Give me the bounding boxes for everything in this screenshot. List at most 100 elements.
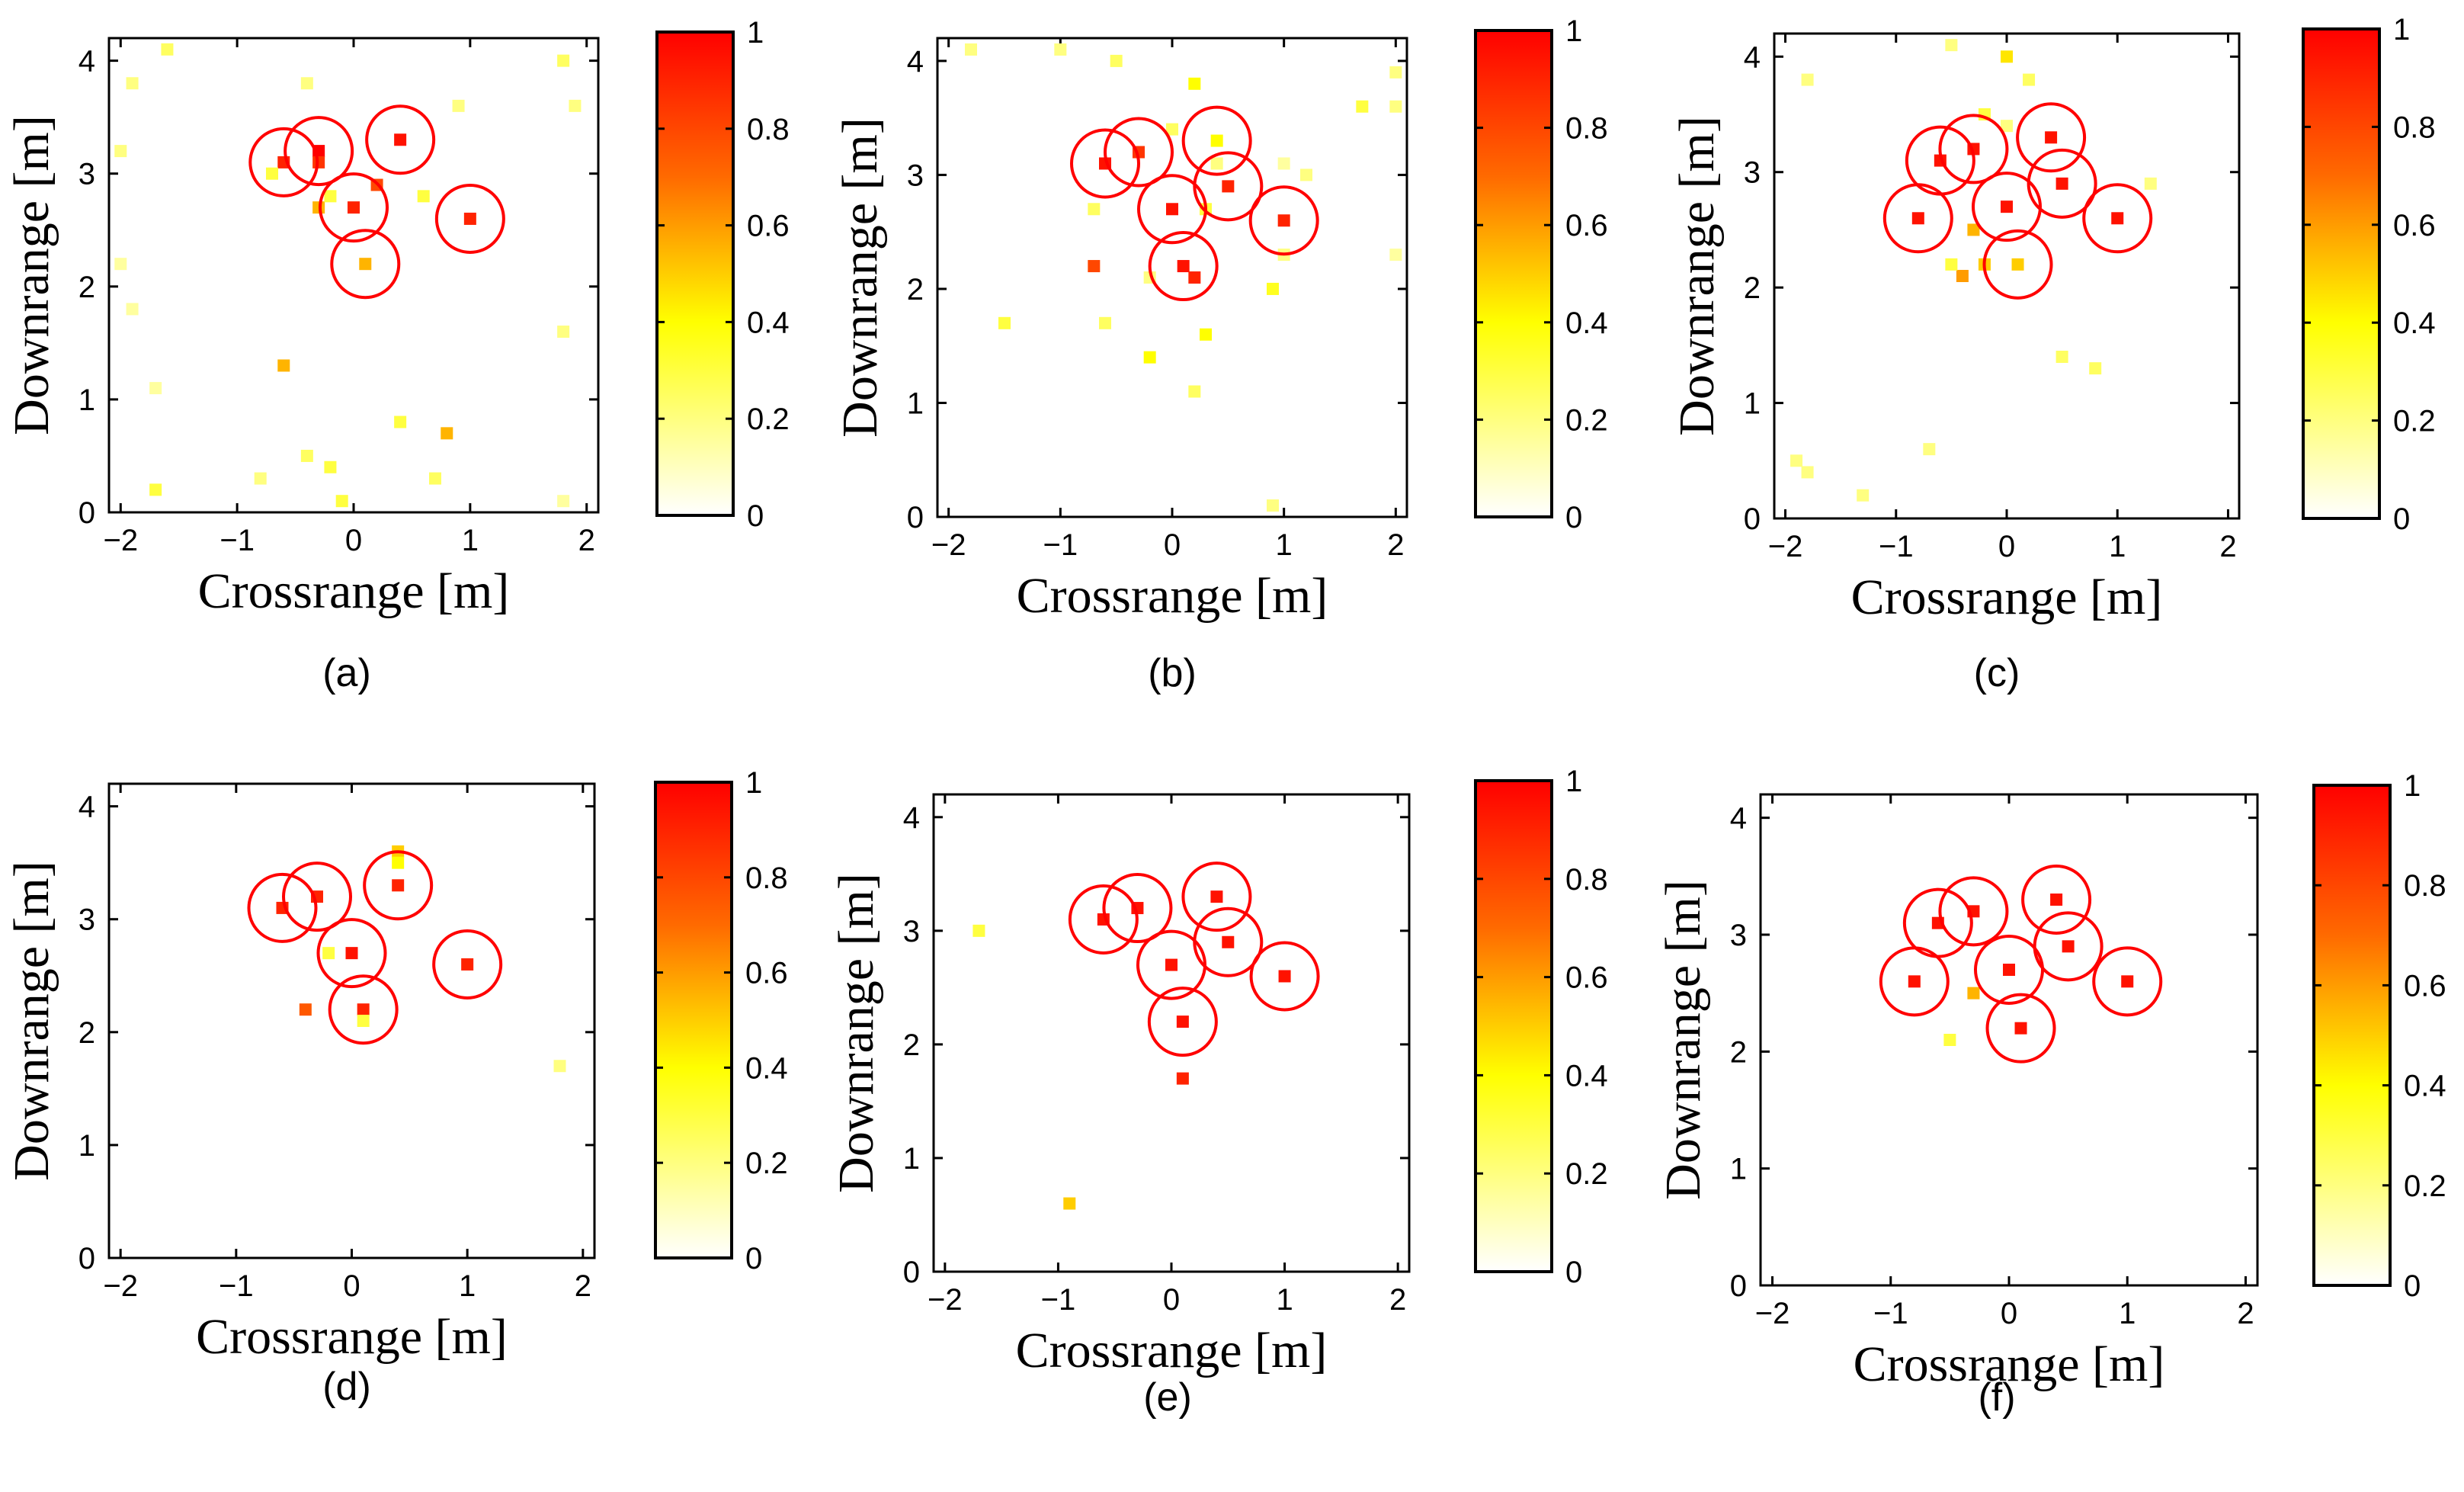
data-point bbox=[1801, 466, 1814, 479]
colorbar-tick-label: 0.4 bbox=[1565, 1059, 1608, 1093]
y-tick-label: 4 bbox=[1744, 40, 1761, 74]
data-point bbox=[1165, 958, 1178, 971]
data-point bbox=[965, 43, 977, 56]
data-point bbox=[1267, 499, 1279, 512]
y-axis-title: Downrange [m] bbox=[4, 115, 59, 435]
data-point bbox=[2001, 201, 2013, 213]
data-point bbox=[114, 258, 127, 271]
data-point bbox=[277, 359, 290, 372]
x-axis-title: Crossrange [m] bbox=[198, 563, 510, 619]
x-axis-title: Crossrange [m] bbox=[1017, 568, 1328, 624]
data-point bbox=[2089, 362, 2102, 375]
colorbar-tick-label: 0.2 bbox=[2393, 405, 2436, 438]
x-tick-label: −2 bbox=[928, 1283, 963, 1317]
data-point bbox=[1054, 43, 1067, 56]
target-circle bbox=[319, 172, 389, 243]
plot-frame bbox=[932, 793, 1411, 1273]
x-tick-label: 1 bbox=[2109, 530, 2126, 563]
data-point bbox=[1222, 935, 1235, 948]
data-point bbox=[553, 1060, 566, 1073]
data-point bbox=[1943, 1034, 1956, 1046]
target-circle bbox=[1181, 862, 1252, 932]
target-circle bbox=[1068, 884, 1139, 955]
target-circle bbox=[2016, 102, 2087, 173]
data-point bbox=[557, 326, 570, 339]
data-point bbox=[429, 472, 441, 485]
x-axis-title: Crossrange [m] bbox=[1851, 570, 2163, 625]
data-point bbox=[149, 483, 162, 496]
data-point bbox=[2023, 73, 2036, 86]
plot-frame bbox=[936, 37, 1408, 518]
colorbar-tick-label: 0.6 bbox=[1565, 961, 1608, 995]
data-point bbox=[359, 258, 372, 271]
data-point bbox=[1945, 258, 1958, 271]
data-point bbox=[2055, 351, 2068, 363]
colorbar-tick-label: 0.6 bbox=[2404, 969, 2446, 1003]
x-tick-label: 1 bbox=[2119, 1297, 2136, 1330]
panel-caption: (a) bbox=[322, 651, 371, 695]
data-point bbox=[1278, 970, 1291, 983]
data-point bbox=[394, 133, 407, 146]
data-point bbox=[1967, 223, 1980, 236]
x-tick-label: 2 bbox=[1389, 1283, 1406, 1317]
x-tick-label: 0 bbox=[1164, 528, 1181, 562]
data-point bbox=[1911, 212, 1924, 225]
target-circle bbox=[1248, 185, 1319, 256]
data-point bbox=[1277, 157, 1290, 170]
data-point bbox=[1956, 270, 1969, 282]
y-tick-label: 0 bbox=[79, 1242, 95, 1275]
data-point bbox=[1166, 203, 1178, 216]
target-circle bbox=[1938, 876, 2009, 947]
plot-frame bbox=[1759, 793, 2259, 1287]
data-point bbox=[114, 145, 127, 158]
y-tick-label: 2 bbox=[79, 271, 95, 304]
colorbar-tick-label: 0.8 bbox=[2404, 869, 2446, 903]
x-tick-label: −1 bbox=[1873, 1297, 1908, 1330]
colorbar-tick-label: 0.2 bbox=[1565, 403, 1608, 437]
target-circle bbox=[1193, 151, 1264, 222]
panel-caption: (f) bbox=[1978, 1375, 2015, 1420]
colorbar-tick-label: 1 bbox=[1565, 765, 1582, 798]
panel-d: −2 −1 0 1 2 0 1 2 3 4 Crossrange [m] Downrange [m] 0… bbox=[4, 766, 788, 1409]
data-point bbox=[569, 99, 582, 112]
data-point bbox=[1177, 260, 1190, 273]
y-tick-label: 1 bbox=[903, 1142, 920, 1176]
y-tick-label: 3 bbox=[1744, 156, 1761, 190]
target-circle bbox=[1249, 941, 1320, 1012]
y-tick-label: 4 bbox=[903, 801, 920, 835]
data-point bbox=[392, 879, 405, 892]
data-point bbox=[2111, 212, 2124, 225]
y-tick-label: 4 bbox=[1730, 802, 1747, 836]
y-tick-label: 1 bbox=[79, 1129, 95, 1163]
data-point bbox=[2144, 177, 2157, 190]
target-circle bbox=[1972, 172, 2042, 242]
data-point bbox=[1356, 100, 1369, 113]
data-point bbox=[1143, 351, 1156, 364]
colorbar bbox=[2303, 29, 2379, 518]
data-point bbox=[463, 212, 476, 225]
y-tick-label: 1 bbox=[1744, 387, 1761, 421]
y-tick-label: 2 bbox=[903, 1028, 920, 1062]
data-point bbox=[2055, 177, 2068, 190]
colorbar bbox=[1476, 30, 1552, 517]
data-point bbox=[1790, 454, 1803, 467]
colorbar-tick-label: 0.4 bbox=[2393, 306, 2436, 340]
y-tick-label: 3 bbox=[907, 159, 924, 192]
target-circle bbox=[432, 929, 503, 999]
y-tick-label: 0 bbox=[79, 496, 95, 530]
x-axis-title: Crossrange [m] bbox=[1016, 1323, 1328, 1378]
x-tick-label: 2 bbox=[575, 1269, 591, 1303]
x-tick-label: 0 bbox=[345, 524, 362, 557]
data-point bbox=[557, 54, 570, 67]
data-point bbox=[2050, 894, 2063, 906]
target-circle bbox=[1181, 105, 1252, 176]
data-point bbox=[254, 472, 267, 485]
data-point bbox=[1967, 987, 1980, 999]
data-point bbox=[1166, 123, 1178, 136]
colorbar-tick-label: 0.4 bbox=[747, 306, 790, 339]
data-point bbox=[2045, 131, 2058, 144]
data-point bbox=[1267, 282, 1279, 295]
y-tick-label: 0 bbox=[907, 501, 924, 534]
y-axis-title: Downrange [m] bbox=[4, 861, 59, 1181]
data-point bbox=[1857, 489, 1870, 502]
